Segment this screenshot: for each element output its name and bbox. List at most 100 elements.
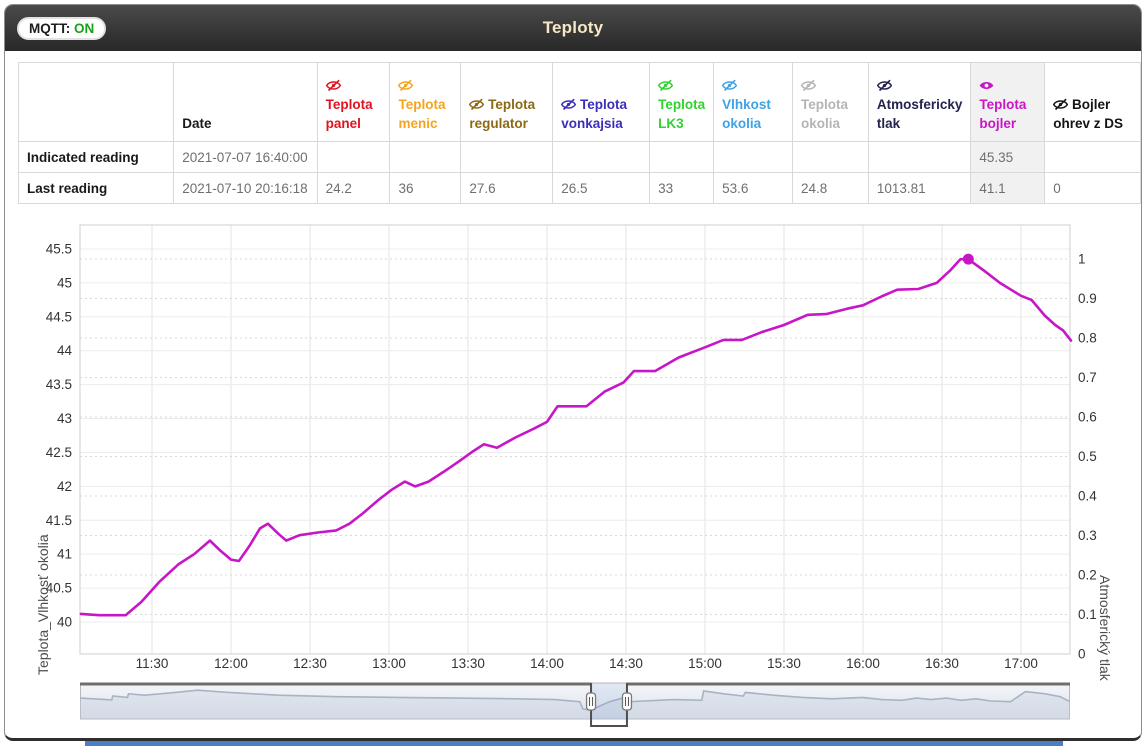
left-tick-label: 42 <box>57 479 72 494</box>
value-cell: 24.2 <box>316 172 391 204</box>
readings-tbody: Indicated reading 2021-07-07 16:40:00 45.3… <box>17 141 1141 204</box>
eye-slash-icon <box>800 79 860 92</box>
eye-slash-icon <box>561 98 577 111</box>
left-tick-label: 42.5 <box>46 445 72 460</box>
nav-selected-range[interactable] <box>591 683 627 719</box>
readings-table: Date Teplota panel Teplota menic Teplota r… <box>17 62 1141 204</box>
table-row: Indicated reading 2021-07-07 16:40:00 45.3… <box>17 141 1141 173</box>
right-tick-label: 0.1 <box>1078 607 1097 622</box>
column-header-label: Teplota vonkajsia <box>561 96 628 132</box>
navigator-line <box>79 689 1071 711</box>
x-tick-label: 15:00 <box>688 656 722 671</box>
right-tick-label: 1 <box>1078 252 1086 267</box>
left-tick-label: 41.5 <box>46 513 72 528</box>
mqtt-badge: MQTT: ON <box>17 16 107 40</box>
x-tick-label: 16:00 <box>846 656 880 671</box>
chart-plot-area[interactable] <box>79 224 1071 655</box>
column-header-1[interactable]: Teplota menic <box>389 62 462 142</box>
value-cell: 26.5 <box>552 172 651 204</box>
series-line <box>79 257 1073 617</box>
column-header-label: Teplota bojler <box>979 96 1027 132</box>
left-tick-label: 45.5 <box>46 241 72 256</box>
column-header-4[interactable]: Teplota LK3 <box>649 62 715 142</box>
x-tick-label: 17:00 <box>1004 656 1038 671</box>
right-tick-label: 0.8 <box>1078 331 1097 346</box>
value-cell <box>552 141 651 173</box>
left-tick-label: 40.5 <box>46 581 72 596</box>
nav-handle-right[interactable] <box>621 692 633 711</box>
right-tick-label: 0.4 <box>1078 489 1097 504</box>
value-cell: 45.35 <box>970 141 1046 173</box>
column-header-8[interactable]: Teplota bojler <box>970 62 1046 142</box>
right-tick-label: 0.5 <box>1078 449 1097 464</box>
column-header-label: Atmosfericky tlak <box>876 96 963 132</box>
left-tick-label: 44 <box>57 343 73 358</box>
table-row: Last reading 2021-07-10 20:16:18 24.2 36 27.… <box>17 172 1141 204</box>
column-header-label: Bojler ohrev z DS <box>1053 96 1124 132</box>
eye-slash-icon <box>876 79 963 92</box>
x-tick-label: 13:30 <box>451 656 485 671</box>
bottom-accent-bar <box>85 741 1063 746</box>
x-tick-label: 13:00 <box>372 656 406 671</box>
column-header-7[interactable]: Atmosfericky tlak <box>867 62 972 142</box>
right-tick-label: 0 <box>1078 647 1086 662</box>
table-header-row: Date Teplota panel Teplota menic Teplota r… <box>17 62 1141 142</box>
left-tick-label: 43.5 <box>46 377 72 392</box>
navigator-svg <box>79 682 1071 727</box>
column-header-9[interactable]: Bojler ohrev z DS <box>1044 62 1141 142</box>
mqtt-label: MQTT: <box>29 20 71 36</box>
value-cell <box>1044 141 1141 173</box>
column-header-label: Teplota menic <box>398 96 446 132</box>
value-cell: 27.6 <box>460 172 554 204</box>
column-header-6[interactable]: Teplota okolia <box>791 62 869 142</box>
column-header-0[interactable]: Teplota panel <box>316 62 391 142</box>
left-tick-label: 41 <box>57 547 72 562</box>
x-tick-label: 15:30 <box>767 656 801 671</box>
x-tick-label: 14:00 <box>530 656 564 671</box>
temperature-chart: 11:30 12:00 12:30 13:00 13:30 14:00 14:30 15:00… <box>5 208 1141 681</box>
column-header-label: Teplota regulator <box>469 96 536 132</box>
x-tick-label: 12:30 <box>293 656 327 671</box>
column-header-label: Teplota panel <box>325 96 373 132</box>
value-cell <box>389 141 462 173</box>
value-cell: 41.1 <box>970 172 1046 204</box>
right-tick-label: 0.6 <box>1078 410 1097 425</box>
y-axis-right-title: Atmosferický tlak <box>1097 575 1113 681</box>
date-cell: 2021-07-07 16:40:00 <box>173 141 318 173</box>
eye-icon <box>979 79 1036 92</box>
eye-slash-icon <box>325 79 382 92</box>
navigator[interactable] <box>79 681 1071 729</box>
x-tick-label: 12:00 <box>214 656 248 671</box>
right-tick-label: 0.2 <box>1078 568 1097 583</box>
value-cell <box>713 141 793 173</box>
value-cell <box>316 141 391 173</box>
eye-slash-icon <box>469 98 485 111</box>
column-header-3[interactable]: Teplota vonkajsia <box>552 62 651 142</box>
page-title: Teploty <box>542 18 604 37</box>
value-cell: 33 <box>649 172 715 204</box>
column-header-label: Vlhkost okolia <box>722 96 771 132</box>
left-tick-label: 44.5 <box>46 309 72 324</box>
column-header-5[interactable]: Vlhkost okolia <box>713 62 793 142</box>
column-header-2[interactable]: Teplota regulator <box>460 62 554 142</box>
eye-slash-icon <box>658 79 705 92</box>
value-cell <box>460 141 554 173</box>
mqtt-status: ON <box>74 20 95 36</box>
value-cell <box>649 141 715 173</box>
value-cell <box>791 141 869 173</box>
nav-handle-left[interactable] <box>585 692 597 711</box>
left-tick-label: 40 <box>57 615 72 630</box>
eye-slash-icon <box>1053 98 1069 111</box>
y-axis-left-title: Teplota_Vlhkosť okolia <box>35 534 51 675</box>
column-header-label: Teplota LK3 <box>658 96 706 132</box>
date-column-header: Date <box>173 62 318 142</box>
value-cell: 1013.81 <box>867 172 972 204</box>
series-marker[interactable] <box>962 253 974 265</box>
row-label: Indicated reading <box>17 141 175 173</box>
value-cell: 36 <box>389 172 462 204</box>
navigator-area <box>80 690 1070 719</box>
chart-svg: 11:30 12:00 12:30 13:00 13:30 14:00 14:30 15:00… <box>46 224 1097 671</box>
page-card: MQTT: ON Teploty Date Teplota panel Teplot… <box>4 4 1142 741</box>
column-header-label: Teplota okolia <box>800 96 848 132</box>
eye-slash-icon <box>398 79 452 92</box>
